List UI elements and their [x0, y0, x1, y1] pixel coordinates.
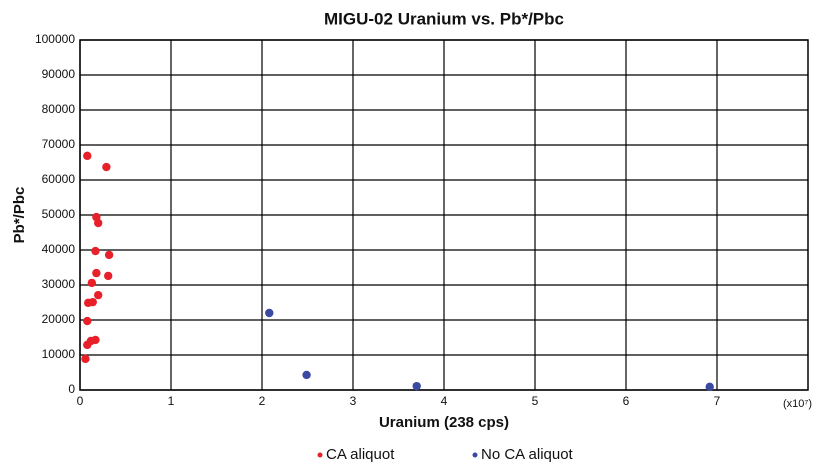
- y-tick-label: 0: [68, 382, 75, 396]
- x-tick-label: 2: [259, 394, 266, 408]
- point: [83, 316, 92, 326]
- legend-label: CA aliquot: [326, 446, 395, 463]
- point: [705, 382, 714, 392]
- y-tick-label: 40000: [42, 242, 76, 256]
- x-tick-label: 1: [168, 394, 175, 408]
- point: [412, 381, 421, 391]
- y-tick-label: 90000: [42, 67, 76, 81]
- y-tick-label: 60000: [42, 172, 76, 186]
- point: [88, 297, 97, 307]
- point: [94, 218, 103, 228]
- legend-marker: [317, 452, 323, 458]
- point: [83, 151, 92, 161]
- point: [91, 246, 100, 256]
- x-tick-label: 4: [441, 394, 448, 408]
- y-tick-label: 20000: [42, 312, 76, 326]
- x-tick-label: 6: [623, 394, 630, 408]
- point: [104, 250, 114, 260]
- legend-marker: [472, 452, 478, 458]
- y-tick-label: 70000: [42, 137, 76, 151]
- y-tick-label: 10000: [42, 347, 76, 361]
- point: [102, 162, 111, 172]
- point: [94, 290, 103, 300]
- point: [92, 268, 101, 278]
- chart-title: MIGU-02 Uranium vs. Pb*/Pbc: [324, 9, 564, 28]
- point: [265, 308, 274, 318]
- x-tick-label: 0: [77, 394, 84, 408]
- point: [104, 271, 113, 281]
- y-tick-label: 50000: [42, 207, 76, 221]
- y-axis-label: Pb*/Pbc: [11, 187, 28, 244]
- legend-label: No CA aliquot: [481, 446, 574, 463]
- point: [302, 370, 311, 380]
- y-tick-label: 100000: [35, 32, 75, 46]
- x-tick-label: 5: [532, 394, 539, 408]
- x-axis-label: Uranium (238 cps): [379, 414, 509, 431]
- point: [83, 340, 92, 350]
- y-tick-label: 30000: [42, 277, 76, 291]
- x-annotation: (x10⁷): [783, 398, 812, 410]
- y-tick-label: 80000: [42, 102, 76, 116]
- point: [87, 278, 97, 288]
- x-tick-label: 7: [714, 394, 721, 408]
- x-tick-label: 3: [350, 394, 357, 408]
- point: [81, 354, 90, 364]
